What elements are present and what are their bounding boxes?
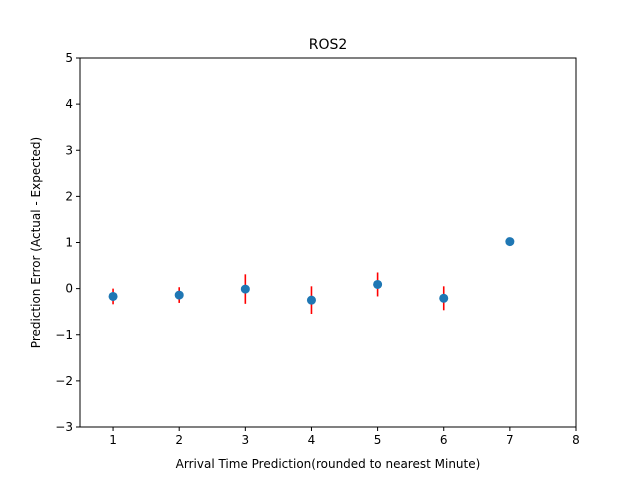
x-tick-label: 8 xyxy=(572,433,580,447)
data-point xyxy=(174,290,184,300)
y-tick-label: 1 xyxy=(65,236,73,250)
y-axis-label: Prediction Error (Actual - Expected) xyxy=(29,137,43,348)
x-tick-label: 1 xyxy=(109,433,117,447)
x-tick-label: 4 xyxy=(308,433,316,447)
x-tick-label: 3 xyxy=(242,433,250,447)
data-point xyxy=(505,237,515,247)
y-tick-label: −2 xyxy=(55,374,73,388)
data-point xyxy=(306,295,316,305)
y-axis: −3 −2 −1 0 1 2 3 4 5 xyxy=(55,51,80,434)
x-tick-label: 6 xyxy=(440,433,448,447)
x-axis: 1 2 3 4 5 6 7 8 xyxy=(109,427,580,447)
x-tick-label: 2 xyxy=(175,433,183,447)
x-tick-label: 5 xyxy=(374,433,382,447)
chart-title: ROS2 xyxy=(309,37,348,53)
x-axis-label: Arrival Time Prediction(rounded to neare… xyxy=(176,457,481,471)
y-tick-label: 3 xyxy=(65,143,73,157)
data-point xyxy=(240,284,250,294)
y-tick-label: −3 xyxy=(55,420,73,434)
data-point xyxy=(373,279,383,289)
y-tick-label: −1 xyxy=(55,328,73,342)
data-point xyxy=(439,293,449,303)
x-tick-label: 7 xyxy=(506,433,514,447)
points-layer xyxy=(108,237,515,305)
y-tick-label: 2 xyxy=(65,189,73,203)
data-point xyxy=(108,291,118,301)
y-tick-label: 0 xyxy=(65,282,73,296)
y-tick-label: 4 xyxy=(65,97,73,111)
y-tick-label: 5 xyxy=(65,51,73,65)
